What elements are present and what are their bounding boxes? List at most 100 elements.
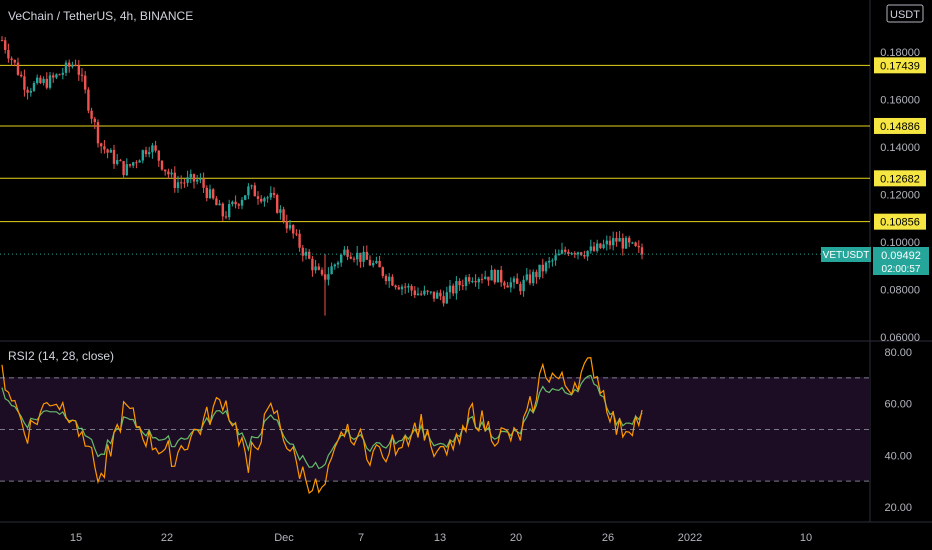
price-tick-label: 0.08000 — [880, 285, 920, 297]
candle-body — [64, 62, 68, 73]
candle-body — [605, 240, 608, 245]
candle-body — [285, 221, 288, 229]
candle-body — [388, 276, 391, 282]
candle-body — [4, 40, 7, 50]
candle-body — [525, 274, 528, 280]
candle-body — [298, 233, 301, 248]
candle-body — [186, 177, 189, 183]
candle-body — [564, 249, 567, 252]
candle-body — [532, 271, 535, 284]
candle-body — [493, 269, 496, 283]
candle-body — [218, 203, 221, 206]
candle-body — [122, 161, 125, 176]
bar-countdown: 02:00:57 — [882, 264, 921, 275]
candle-body — [311, 258, 314, 271]
candle-body — [237, 204, 240, 206]
candle-body — [455, 281, 458, 294]
candle-body — [61, 72, 64, 75]
level-tag — [874, 213, 926, 230]
candle-body — [279, 209, 282, 213]
candle-body — [247, 186, 250, 196]
rsi-axis[interactable]: 80.00 60.00 40.00 20.00 — [884, 347, 912, 514]
price-tick-label: 0.16000 — [880, 95, 920, 107]
candle-body — [468, 277, 471, 282]
candle-body — [541, 264, 544, 272]
candle-body — [634, 242, 637, 247]
candle-body — [96, 122, 100, 144]
candle-body — [93, 118, 96, 123]
time-tick-label: 7 — [358, 532, 364, 544]
candle-body — [407, 285, 410, 288]
candle-body — [596, 243, 599, 251]
candle-body — [592, 246, 596, 251]
candle-body — [317, 266, 320, 270]
candle-body — [356, 252, 359, 260]
candle-body — [112, 149, 116, 164]
time-tick-label: 26 — [602, 532, 614, 544]
candle-body — [576, 252, 580, 255]
candle-body — [464, 277, 468, 286]
candle-body — [144, 150, 148, 155]
candle-body — [109, 149, 112, 153]
rsi-lines — [1, 357, 643, 495]
candle-body — [55, 74, 58, 78]
candle-body — [87, 89, 90, 111]
candle-body — [288, 225, 292, 229]
candle-body — [71, 64, 74, 67]
time-axis[interactable]: 15 22 Dec 7 13 20 26 2022 10 — [70, 532, 812, 544]
candle-body — [116, 160, 119, 164]
candle-body — [215, 198, 218, 206]
candle-body — [208, 189, 212, 199]
candle-body — [372, 263, 375, 266]
candle-body — [128, 164, 132, 166]
level-tag — [874, 57, 926, 74]
candle-body — [522, 279, 525, 292]
candle-body — [394, 285, 397, 288]
candle-body — [74, 64, 77, 66]
candle-body — [570, 253, 573, 255]
candle-body — [148, 152, 151, 155]
time-tick-label: 15 — [70, 532, 82, 544]
currency-label: USDT — [890, 9, 920, 21]
candle-body — [16, 62, 20, 75]
candle-body — [13, 59, 16, 63]
candle-body — [583, 254, 586, 257]
candle-body — [228, 204, 231, 218]
candle-body — [343, 249, 346, 255]
candle-body — [48, 75, 52, 88]
candle-body — [26, 89, 29, 93]
candle-body — [378, 260, 381, 268]
chart-title: VeChain / TetherUS, 4h, BINANCE — [8, 9, 193, 23]
candle-body — [0, 40, 4, 42]
candle-body — [608, 240, 612, 246]
candle-body — [308, 251, 311, 259]
candle-body — [544, 262, 548, 272]
candle-body — [429, 291, 432, 293]
price-axis[interactable]: 0.18000 0.16000 0.14000 0.12000 0.10000 0.080… — [880, 47, 920, 344]
candle-body — [381, 267, 384, 276]
candle-body — [80, 74, 84, 76]
symbol-tag-label: VETUSDT — [823, 250, 870, 261]
candle-body — [304, 251, 308, 256]
candle-body — [180, 182, 183, 184]
candle-body — [391, 276, 394, 286]
candle-body — [509, 282, 512, 288]
candle-body — [618, 237, 621, 242]
candles — [0, 36, 644, 316]
currency-badge[interactable] — [886, 4, 924, 23]
candle-body — [205, 187, 208, 199]
candle-body — [461, 285, 464, 287]
candle-body — [240, 199, 244, 206]
candle-body — [560, 249, 564, 254]
rsi-title: RSI2 (14, 28, close) — [8, 349, 114, 363]
symbol-tag — [821, 247, 871, 262]
candle-body — [586, 250, 589, 257]
candle-body — [173, 172, 176, 188]
candle-body — [138, 160, 141, 163]
candle-body — [432, 291, 436, 299]
candle-body — [58, 74, 61, 76]
candle-body — [119, 160, 122, 162]
candle-body — [39, 77, 42, 83]
time-tick-label: 2022 — [678, 532, 702, 544]
